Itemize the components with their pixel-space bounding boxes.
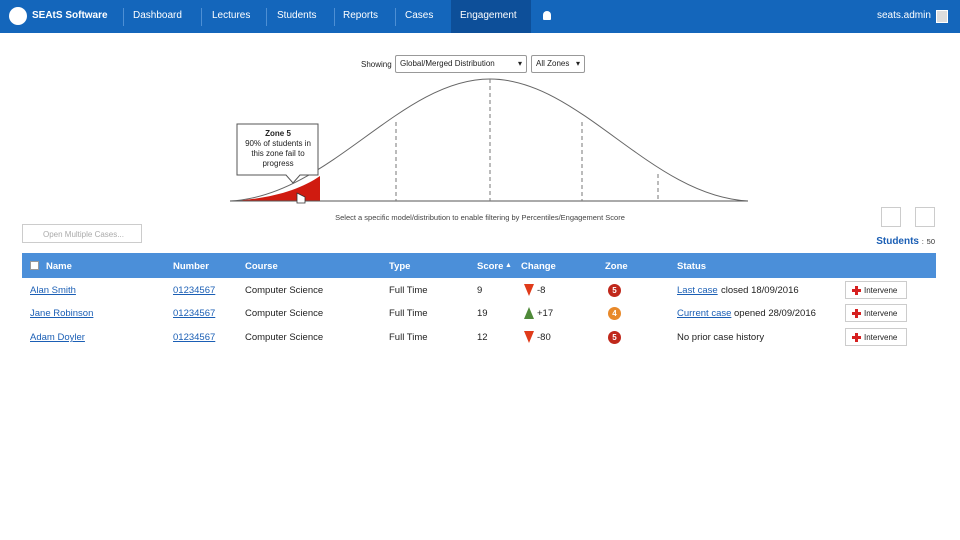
export-button[interactable] xyxy=(881,207,901,227)
column-header[interactable]: Change xyxy=(521,261,556,272)
logo[interactable] xyxy=(9,7,27,25)
table-row: Adam Doyler 01234567 Computer Science Full … xyxy=(22,326,936,350)
column-header[interactable]: Score xyxy=(477,261,504,272)
hand-cursor xyxy=(296,192,306,204)
student-number[interactable]: 01234567 xyxy=(173,285,216,296)
status-link[interactable]: Last case xyxy=(677,285,718,296)
down-arrow xyxy=(524,284,534,296)
zone-badge: 5 xyxy=(608,331,621,344)
distribution-select[interactable]: Global/Merged Distribution ▾ xyxy=(395,55,527,73)
export-button[interactable] xyxy=(915,207,935,227)
zone-badge: 4 xyxy=(608,307,621,320)
change: +17 xyxy=(537,308,554,319)
hint: Select a specific model/distribution to … xyxy=(0,213,960,222)
type: Full Time xyxy=(389,332,428,343)
table-row: Alan Smith 01234567 Computer Science Full T… xyxy=(22,279,936,303)
separator xyxy=(266,8,267,26)
open-cases-button[interactable]: Open Multiple Cases... xyxy=(22,224,142,243)
students-label: Students xyxy=(876,236,919,247)
student-name[interactable]: Alan Smith xyxy=(30,285,76,296)
sort-icon[interactable]: ▲ xyxy=(505,262,512,269)
zone-dividers xyxy=(395,79,659,201)
nav-item[interactable]: Students xyxy=(277,10,317,21)
table-header: Name Number Course Type Score ▲ Change Zone Stat… xyxy=(22,253,936,278)
status-text: closed 18/09/2016 xyxy=(721,285,799,296)
column-header[interactable]: Type xyxy=(389,261,411,272)
tooltip: Zone 5 90% of students in this zone fail… xyxy=(240,129,316,169)
change: -80 xyxy=(537,332,551,343)
course: Computer Science xyxy=(245,308,324,319)
tooltip-box xyxy=(236,123,319,184)
score: 19 xyxy=(477,308,488,319)
type: Full Time xyxy=(389,308,428,319)
type: Full Time xyxy=(389,285,428,296)
status-link[interactable]: Current case xyxy=(677,308,732,319)
student-name[interactable]: Adam Doyler xyxy=(30,332,85,343)
active-tab xyxy=(451,0,531,33)
up-arrow xyxy=(524,307,534,319)
column-header[interactable]: Number xyxy=(173,261,209,272)
user-name[interactable]: seats.admin xyxy=(877,10,931,21)
column-header[interactable]: Status xyxy=(677,261,707,272)
separator xyxy=(334,8,335,26)
course: Computer Science xyxy=(245,285,324,296)
status-text: No prior case history xyxy=(677,332,765,343)
navbar: SEAtS Software Dashboard Lectures Studen… xyxy=(0,0,960,33)
select-text: All Zones xyxy=(536,59,570,68)
student-number[interactable]: 01234567 xyxy=(173,332,216,343)
score: 9 xyxy=(477,285,483,296)
intervene-button[interactable]: Intervene xyxy=(845,304,907,322)
avatar[interactable] xyxy=(936,10,948,23)
column-header[interactable]: Name xyxy=(46,261,72,272)
table-row: Jane Robinson 01234567 Computer Science Ful… xyxy=(22,302,936,326)
nav-item[interactable]: Reports xyxy=(343,10,379,21)
student-number[interactable]: 01234567 xyxy=(173,308,216,319)
zone-5-area[interactable] xyxy=(230,176,320,201)
zone-badge: 5 xyxy=(608,284,621,297)
intervene-button[interactable]: Intervene xyxy=(845,328,907,346)
distribution-curve xyxy=(229,78,749,204)
nav-item[interactable]: Lectures xyxy=(212,10,251,21)
score: 12 xyxy=(477,332,488,343)
bell-icon[interactable] xyxy=(543,11,551,20)
hint-text: Select a specific model/distribution to … xyxy=(335,213,625,222)
separator xyxy=(123,8,124,26)
student-name[interactable]: Jane Robinson xyxy=(30,308,94,319)
down-arrow xyxy=(524,331,534,343)
intervene-button[interactable]: Intervene xyxy=(845,281,907,299)
course: Computer Science xyxy=(245,332,324,343)
nav-item[interactable]: Cases xyxy=(405,10,434,21)
students-number: 50 xyxy=(926,237,935,246)
select-text: Global/Merged Distribution xyxy=(400,59,495,68)
brand[interactable]: SEAtS Software xyxy=(32,10,108,21)
tooltip-title: Zone 5 xyxy=(265,129,291,138)
nav-item[interactable]: Engagement xyxy=(460,10,517,21)
nav-item[interactable]: Dashboard xyxy=(133,10,182,21)
students-count: Students : 50 xyxy=(876,236,935,247)
filter-label: Showing xyxy=(361,60,392,69)
separator xyxy=(201,8,202,26)
zone-select[interactable]: All Zones ▾ xyxy=(531,55,585,73)
column-header[interactable]: Course xyxy=(245,261,278,272)
select-all-checkbox[interactable] xyxy=(30,261,39,270)
separator xyxy=(395,8,396,26)
button-text: Open Multiple Cases... xyxy=(43,230,124,239)
tooltip-text: 90% of students in this zone fail to pro… xyxy=(245,139,311,168)
change: -8 xyxy=(537,285,546,296)
column-header[interactable]: Zone xyxy=(605,261,628,272)
status-text: opened 28/09/2016 xyxy=(734,308,816,319)
